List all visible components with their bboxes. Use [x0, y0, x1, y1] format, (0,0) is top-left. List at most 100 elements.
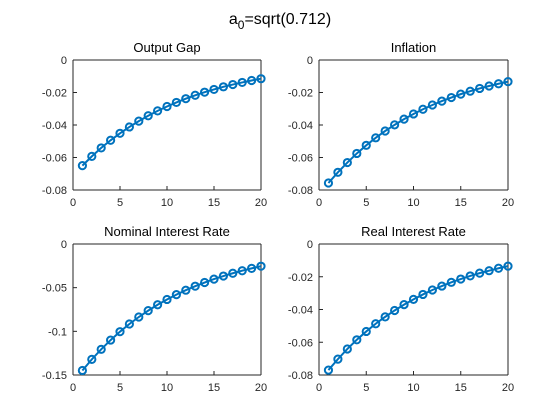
data-point: [247, 75, 257, 86]
y-tick-label: -0.04: [288, 120, 313, 132]
x-tick-label: 0: [316, 382, 322, 394]
data-point: [153, 106, 163, 116]
data-point: [124, 122, 134, 132]
y-tick-label: 0: [61, 55, 67, 67]
y-tick-label: -0.08: [42, 185, 67, 197]
subplot-3: Nominal Interest Rate 0 5 10 15 20 -0.15 -0.1 -0…: [42, 224, 267, 394]
series-line: [81, 77, 262, 167]
data-point: [209, 84, 219, 95]
x-tick-label: 0: [70, 382, 76, 394]
data-point: [361, 326, 371, 337]
data-point: [493, 79, 504, 89]
x-tick-label: 5: [117, 382, 123, 394]
data-point: [446, 92, 456, 103]
data-point: [106, 335, 116, 345]
data-point: [190, 90, 200, 100]
data-point: [124, 319, 134, 329]
x-tick-label: 15: [208, 197, 220, 209]
y-tick-label: -0.02: [288, 272, 313, 284]
data-point: [456, 89, 466, 99]
x-tick-label: 15: [455, 382, 467, 394]
y-tick-label: -0.15: [42, 370, 67, 382]
x-tick-label: 20: [255, 197, 267, 209]
data-point: [143, 111, 153, 121]
x-tick-label: 15: [455, 197, 467, 209]
data-point: [352, 148, 362, 159]
x-tick-label: 15: [208, 382, 220, 394]
data-point: [106, 135, 116, 145]
data-point: [162, 294, 172, 305]
data-point: [437, 281, 447, 291]
x-tick-label: 10: [161, 197, 173, 209]
data-point: [503, 77, 513, 87]
data-point: [333, 167, 343, 177]
data-point: [218, 82, 228, 92]
x-tick-label: 20: [502, 197, 514, 209]
y-tick-label: -0.04: [288, 305, 313, 317]
data-point: [342, 157, 352, 168]
y-tick-label: -0.1: [48, 326, 67, 338]
data-point: [134, 116, 144, 126]
data-point: [171, 97, 181, 108]
data-point: [465, 271, 475, 281]
data-point: [475, 83, 485, 94]
data-point: [237, 266, 247, 276]
data-point: [256, 261, 266, 271]
data-point: [456, 274, 466, 284]
data-point: [390, 120, 400, 130]
figure-title: a0=sqrt(0.712): [229, 11, 331, 32]
data-point: [371, 133, 381, 143]
data-point: [96, 143, 106, 153]
data-point: [181, 94, 191, 104]
data-point: [342, 344, 352, 354]
y-tick-label: -0.06: [288, 337, 313, 349]
data-point: [96, 344, 106, 354]
data-point: [437, 96, 447, 106]
data-point: [115, 128, 125, 138]
y-tick-label: -0.02: [42, 88, 67, 100]
data-point: [493, 263, 504, 273]
data-point: [323, 178, 334, 188]
y-tick-label: -0.02: [288, 88, 313, 100]
figure-title-rest: =sqrt(0.712): [244, 11, 331, 28]
data-point: [134, 312, 144, 322]
subplot-title: Nominal Interest Rate: [104, 224, 230, 239]
data-point: [200, 87, 210, 97]
data-point: [190, 281, 200, 291]
data-point: [87, 354, 97, 364]
data-point: [418, 104, 428, 114]
x-tick-label: 0: [316, 197, 322, 209]
data-point: [399, 114, 409, 124]
data-point: [399, 299, 409, 310]
series-line: [81, 265, 262, 372]
data-point: [380, 126, 390, 136]
x-tick-label: 0: [70, 197, 76, 209]
series-line: [327, 265, 509, 371]
data-point: [427, 100, 437, 110]
subplot-1: Output Gap 0 5 10 15 20 -0.08 -0.06 -0.04 -0.02 0: [42, 40, 267, 209]
figure-title-subscript: 0: [238, 18, 245, 32]
data-point: [390, 305, 400, 316]
x-tick-label: 10: [407, 382, 419, 394]
data-point: [162, 101, 172, 112]
y-tick-label: -0.08: [288, 370, 313, 382]
x-tick-label: 5: [363, 197, 369, 209]
data-point: [247, 263, 257, 273]
data-point: [352, 335, 362, 345]
data-point: [237, 77, 247, 88]
data-point: [171, 290, 181, 300]
data-point: [361, 140, 371, 150]
data-point: [256, 74, 266, 84]
figure-title-base: a: [229, 11, 238, 28]
data-point: [153, 300, 163, 310]
data-point: [371, 319, 381, 329]
data-point: [380, 312, 390, 322]
data-point: [200, 277, 210, 288]
data-point: [115, 327, 125, 337]
x-tick-label: 20: [255, 382, 267, 394]
y-tick-label: -0.05: [42, 283, 67, 295]
x-tick-label: 20: [502, 382, 514, 394]
y-tick-label: 0: [61, 239, 67, 251]
data-point: [77, 161, 88, 171]
